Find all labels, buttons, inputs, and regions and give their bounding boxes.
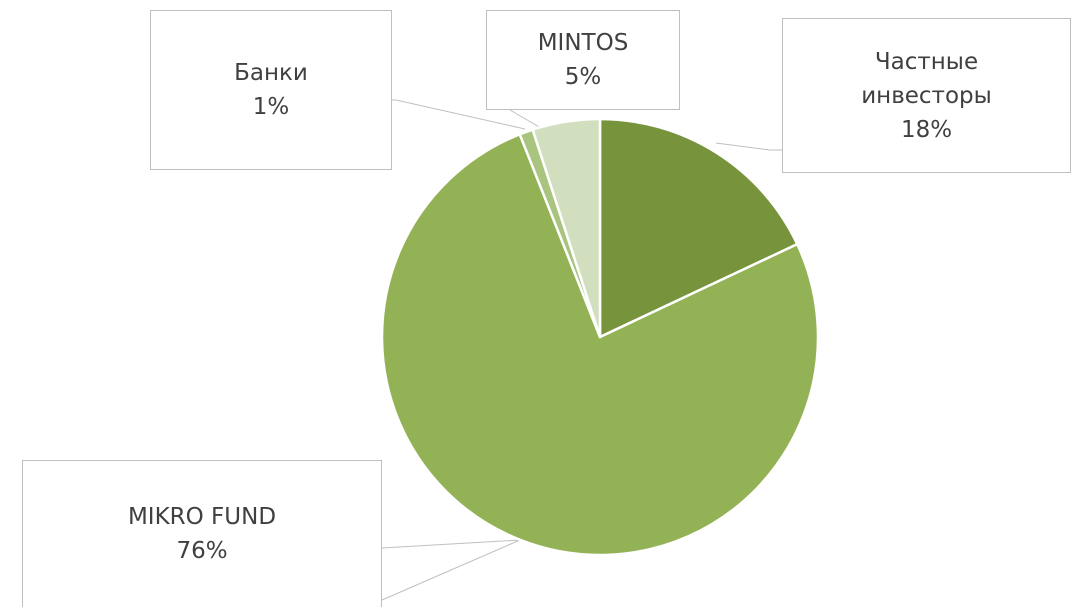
label-category: MIKRO FUND xyxy=(127,504,277,530)
data-label: MIKRO FUND 76% xyxy=(22,460,382,607)
leader-line xyxy=(509,109,542,129)
data-label: Частные инвесторы 18% xyxy=(782,18,1071,173)
leader-line xyxy=(381,539,521,601)
pie-slice xyxy=(598,117,799,339)
slices xyxy=(380,117,820,557)
leader-line xyxy=(392,99,526,130)
data-label: MINTOS 5% xyxy=(486,10,680,110)
label-category: MINTOS xyxy=(537,30,629,56)
label-category: Частные инвесторы xyxy=(861,48,992,109)
label-category: Банки xyxy=(234,60,308,86)
data-label: Банки 1% xyxy=(150,10,392,170)
pie-slice xyxy=(380,133,820,557)
label-value: 76% xyxy=(176,538,228,564)
label-value: 18% xyxy=(900,116,953,143)
label-value: 1% xyxy=(252,94,290,120)
pie-slice xyxy=(531,117,602,339)
label-value: 5% xyxy=(564,64,602,90)
leader-line xyxy=(715,142,782,151)
